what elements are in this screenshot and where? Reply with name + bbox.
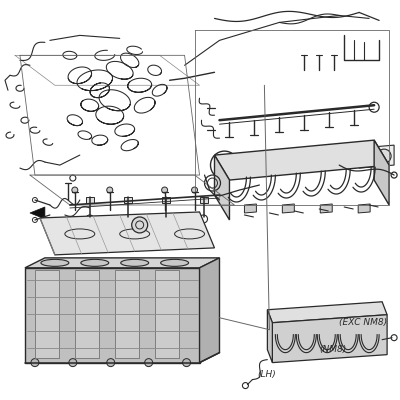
Circle shape	[377, 149, 391, 163]
Polygon shape	[214, 140, 389, 180]
Circle shape	[31, 359, 39, 367]
Polygon shape	[374, 140, 389, 205]
Polygon shape	[244, 204, 256, 213]
Polygon shape	[359, 145, 394, 168]
Polygon shape	[115, 270, 139, 358]
Polygon shape	[267, 302, 387, 323]
Circle shape	[72, 187, 78, 193]
Circle shape	[107, 359, 115, 367]
Polygon shape	[320, 204, 332, 213]
Circle shape	[132, 217, 148, 233]
Polygon shape	[124, 197, 132, 203]
Polygon shape	[200, 197, 208, 203]
Ellipse shape	[121, 259, 149, 266]
Ellipse shape	[41, 259, 69, 266]
Circle shape	[192, 187, 198, 193]
Circle shape	[69, 359, 77, 367]
Circle shape	[145, 359, 153, 367]
Polygon shape	[282, 204, 294, 213]
Circle shape	[162, 187, 168, 193]
Polygon shape	[272, 315, 387, 363]
Circle shape	[107, 187, 113, 193]
Text: (EXC NM8): (EXC NM8)	[339, 318, 387, 327]
Polygon shape	[358, 204, 370, 213]
Polygon shape	[30, 207, 45, 219]
Polygon shape	[214, 155, 230, 220]
Polygon shape	[200, 258, 220, 363]
Polygon shape	[162, 197, 170, 203]
Polygon shape	[25, 258, 220, 268]
Ellipse shape	[161, 259, 188, 266]
Polygon shape	[35, 270, 59, 358]
Polygon shape	[86, 197, 94, 203]
Ellipse shape	[81, 259, 109, 266]
Text: (NM8): (NM8)	[319, 345, 346, 354]
Polygon shape	[25, 268, 200, 363]
Polygon shape	[75, 270, 99, 358]
Circle shape	[182, 359, 190, 367]
Polygon shape	[267, 310, 272, 363]
Text: (LH): (LH)	[258, 370, 276, 379]
Polygon shape	[155, 270, 178, 358]
Polygon shape	[40, 212, 214, 255]
